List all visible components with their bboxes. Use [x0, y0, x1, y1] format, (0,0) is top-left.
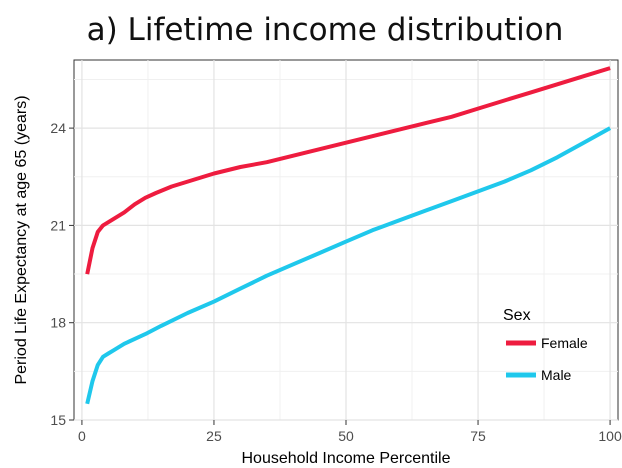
legend: Sex Female Male — [503, 307, 588, 383]
x-tick-label: 75 — [470, 428, 486, 444]
y-tick-label: 21 — [50, 217, 66, 233]
legend-label-female: Female — [541, 335, 588, 351]
legend-label-male: Male — [541, 367, 572, 383]
y-tick-label: 18 — [50, 315, 66, 331]
series-lines — [85, 66, 612, 405]
x-tick-label: 50 — [338, 428, 354, 444]
x-tick-label: 100 — [598, 428, 622, 444]
grid-lines — [74, 60, 618, 421]
chart-title: a) Lifetime income distribution — [87, 12, 564, 48]
legend-title: Sex — [503, 307, 531, 324]
axis-ticks: 0 25 50 75 100 15 18 21 24 — [50, 120, 622, 444]
y-axis-title: Period Life Expectancy at age 65 (years) — [13, 95, 30, 384]
series-line-female — [85, 66, 611, 275]
x-tick-label: 0 — [78, 428, 86, 444]
x-axis-title: Household Income Percentile — [241, 450, 450, 467]
series-line-male — [85, 126, 612, 405]
y-tick-label: 24 — [50, 120, 66, 136]
y-tick-label: 15 — [50, 412, 66, 428]
x-tick-label: 25 — [206, 428, 222, 444]
